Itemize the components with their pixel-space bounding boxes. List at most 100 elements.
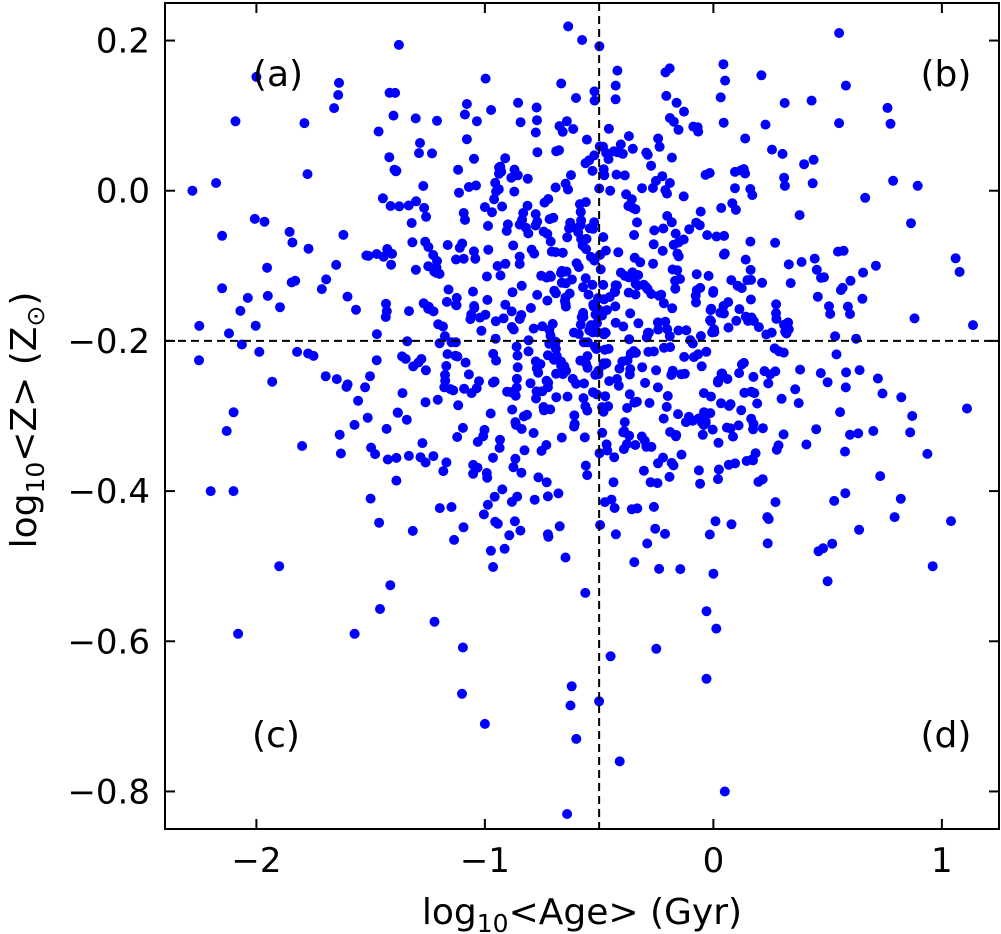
data-point: [530, 356, 541, 367]
data-point: [905, 427, 916, 438]
data-point: [532, 216, 543, 227]
data-points: [187, 21, 978, 819]
data-point: [818, 543, 829, 554]
data-point: [598, 232, 609, 243]
data-point: [870, 260, 881, 271]
data-point: [476, 325, 487, 336]
data-point: [482, 499, 493, 510]
data-point: [779, 172, 790, 183]
data-point: [377, 193, 388, 204]
data-point: [651, 643, 662, 654]
data-point: [710, 516, 721, 527]
data-point: [610, 80, 621, 91]
data-point: [720, 75, 731, 86]
data-point: [885, 118, 896, 129]
data-point: [230, 116, 241, 127]
data-point: [483, 244, 494, 255]
data-point: [562, 391, 573, 402]
data-point: [845, 429, 855, 440]
data-point: [658, 223, 669, 234]
data-point: [582, 362, 593, 373]
data-point: [538, 226, 549, 237]
data-point: [303, 243, 314, 254]
data-point: [457, 422, 468, 433]
data-point: [378, 251, 389, 262]
data-point: [561, 116, 572, 127]
data-point: [672, 248, 683, 259]
data-point: [614, 363, 625, 374]
data-point: [390, 166, 401, 177]
data-point: [618, 444, 629, 455]
data-point: [415, 138, 425, 148]
data-point: [693, 349, 704, 360]
data-point: [393, 39, 404, 50]
data-point: [529, 494, 540, 505]
data-point: [831, 349, 842, 360]
data-point: [228, 407, 239, 418]
data-point: [451, 292, 462, 303]
data-point: [497, 201, 508, 212]
data-point: [335, 448, 346, 459]
data-point: [491, 186, 502, 197]
data-point: [642, 538, 653, 549]
data-point: [479, 202, 490, 213]
data-point: [576, 312, 587, 323]
data-point: [652, 382, 663, 393]
data-point: [407, 525, 418, 536]
data-point: [707, 424, 718, 435]
data-point: [808, 154, 819, 165]
data-point: [630, 278, 641, 289]
data-point: [600, 327, 611, 338]
data-point: [500, 299, 511, 310]
data-point: [734, 368, 745, 379]
data-point: [613, 380, 624, 391]
data-point: [510, 417, 521, 428]
data-point: [449, 534, 460, 545]
data-point: [575, 319, 586, 330]
reference-lines: [165, 3, 999, 829]
data-point: [703, 270, 714, 281]
data-point: [571, 258, 582, 269]
data-point: [654, 563, 665, 574]
data-point: [662, 391, 673, 401]
data-point: [748, 371, 759, 382]
data-point: [373, 126, 384, 137]
data-point: [556, 432, 567, 443]
data-point: [639, 435, 650, 446]
data-point: [753, 322, 764, 333]
data-point: [586, 320, 596, 331]
data-point: [471, 180, 481, 191]
data-point: [840, 382, 851, 393]
data-point: [457, 642, 468, 653]
data-point: [495, 270, 506, 281]
data-point: [375, 604, 385, 614]
data-point: [331, 374, 342, 385]
data-point: [819, 272, 829, 283]
data-point: [637, 183, 647, 194]
data-point: [609, 146, 619, 157]
data-point: [649, 225, 660, 236]
data-point: [302, 169, 313, 180]
data-point: [691, 297, 701, 308]
data-point: [679, 368, 690, 379]
data-point: [581, 233, 592, 244]
data-point: [635, 257, 646, 268]
data-point: [705, 315, 716, 326]
data-point: [542, 382, 553, 393]
y-tick-label: −0.2: [67, 322, 150, 362]
data-point: [695, 206, 706, 217]
data-point: [637, 362, 648, 373]
data-point: [523, 346, 534, 357]
data-point: [757, 423, 768, 434]
data-point: [653, 133, 664, 144]
data-point: [661, 90, 672, 101]
data-point: [385, 580, 396, 591]
data-point: [517, 214, 528, 225]
data-point: [785, 278, 796, 289]
data-point: [217, 283, 228, 294]
data-point: [479, 718, 490, 729]
data-point: [718, 117, 729, 128]
data-point: [779, 98, 790, 108]
data-point: [581, 134, 592, 145]
